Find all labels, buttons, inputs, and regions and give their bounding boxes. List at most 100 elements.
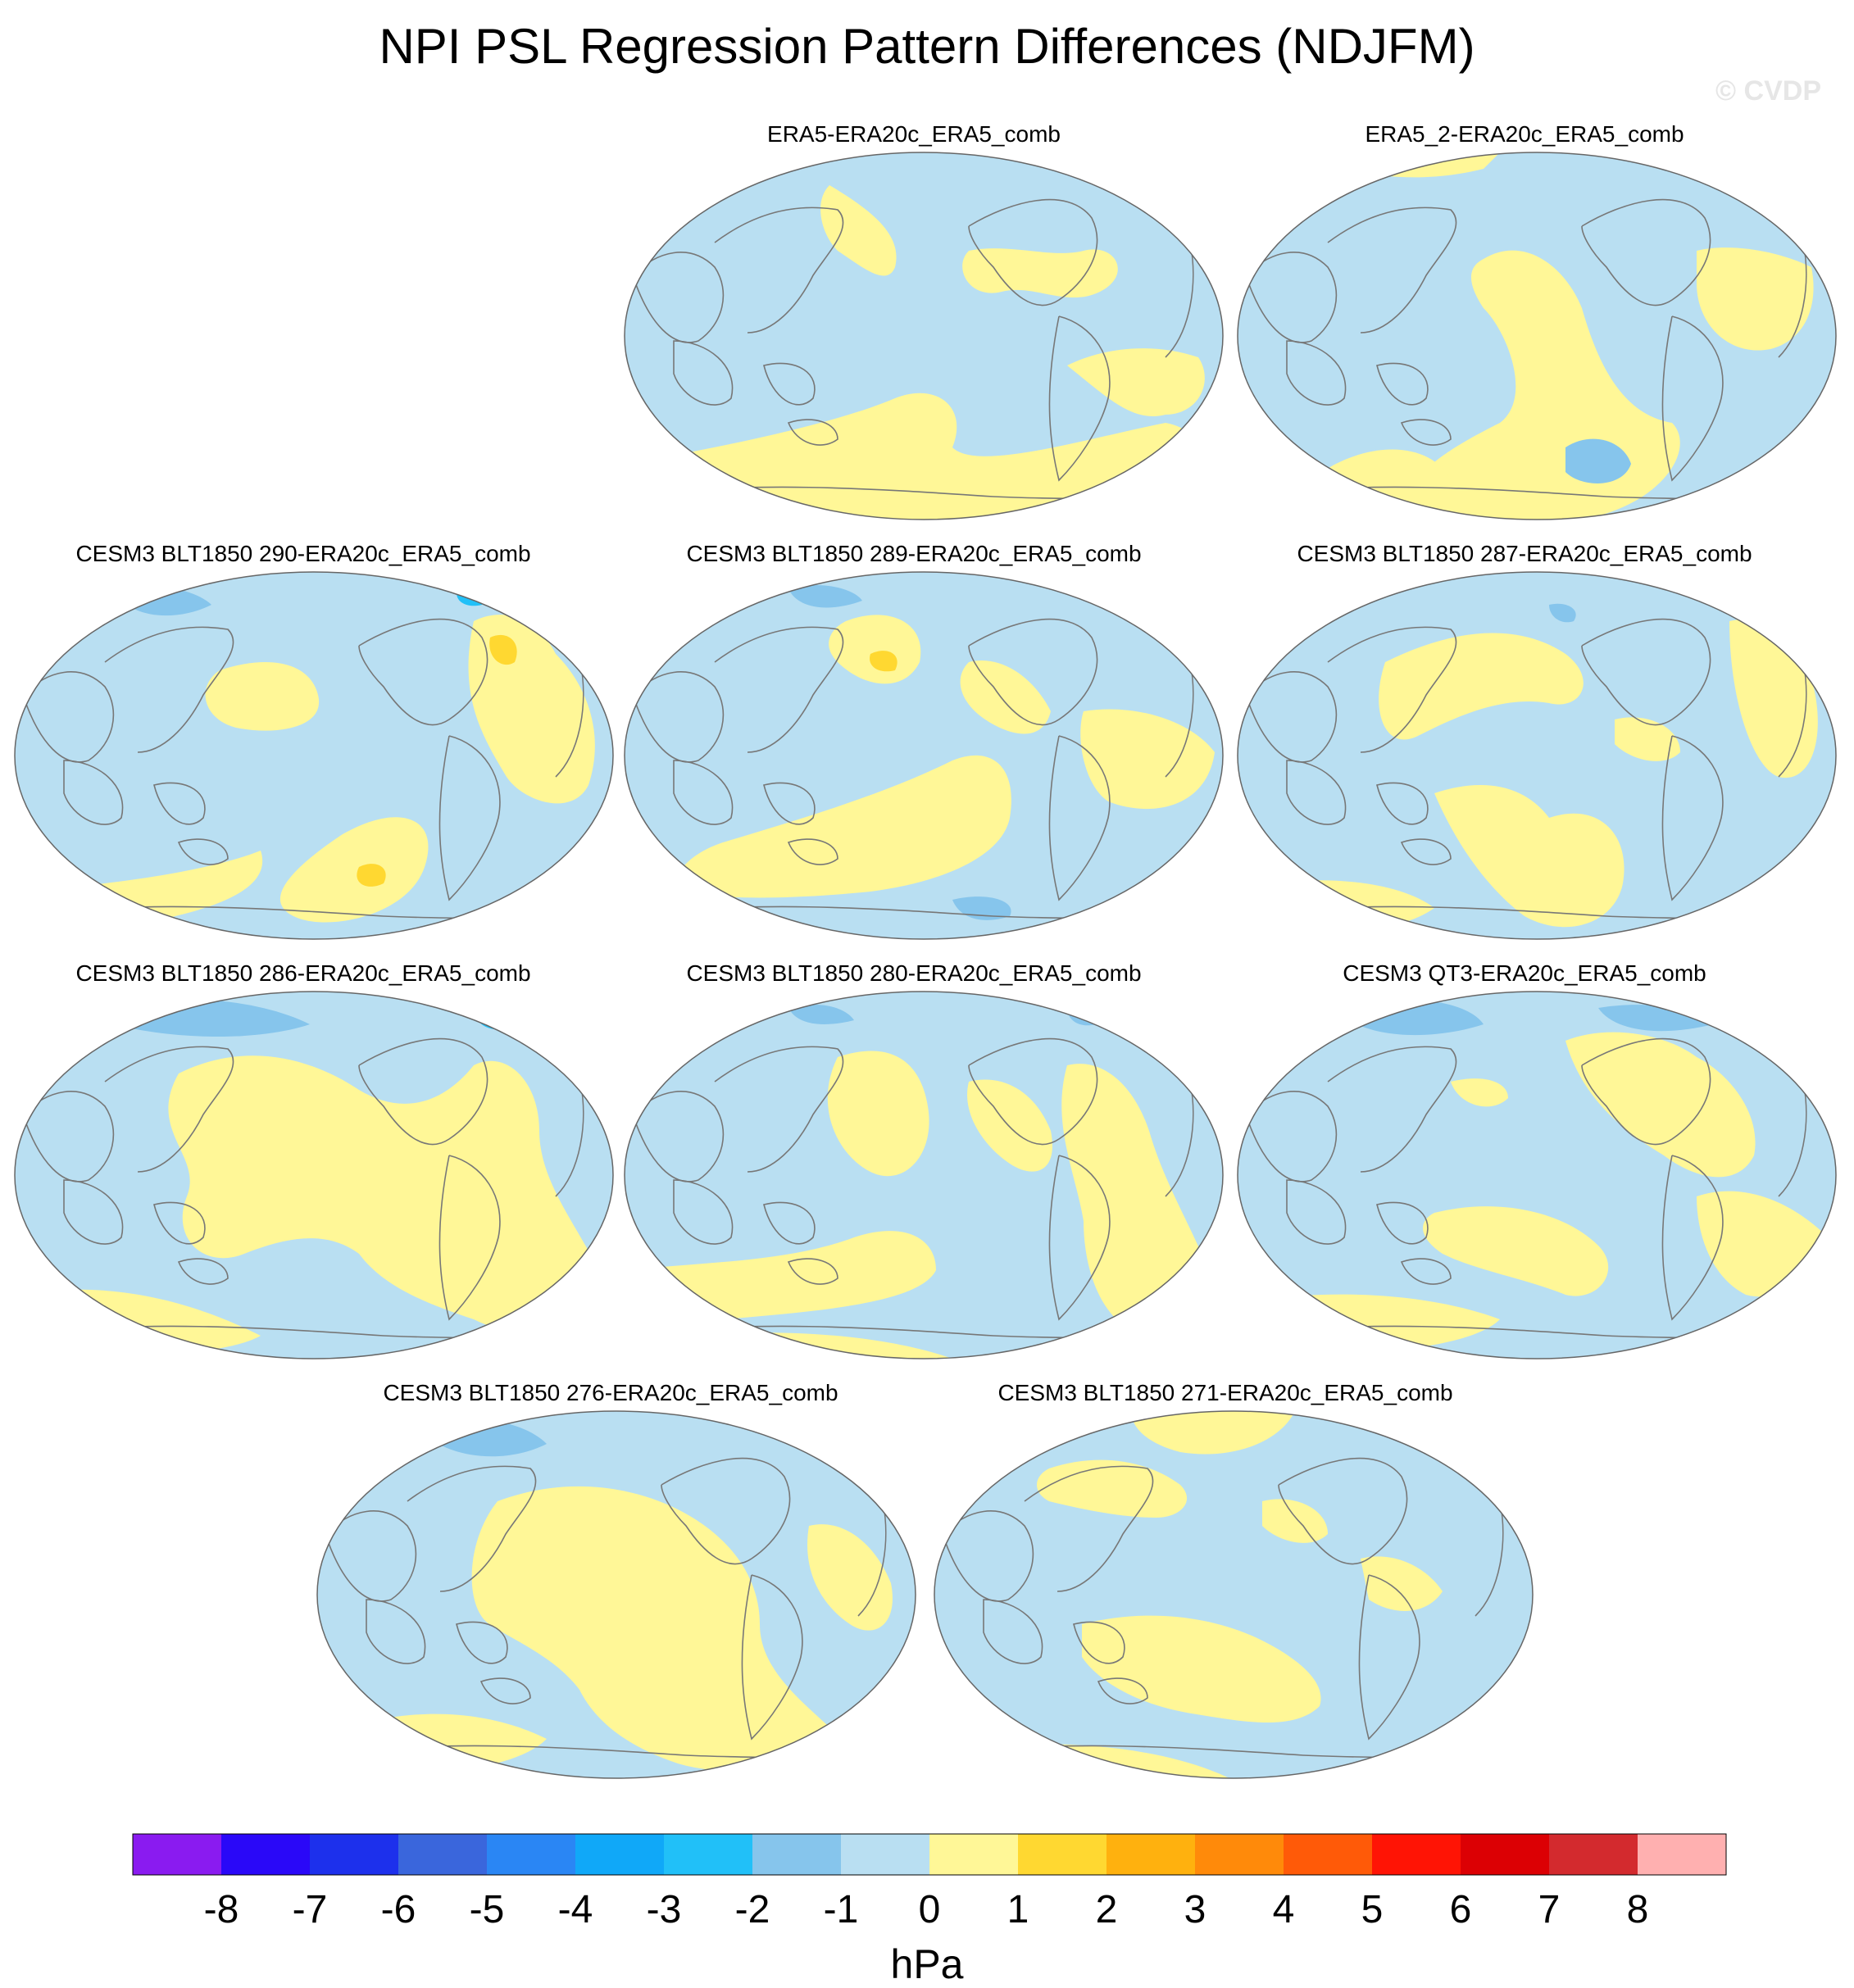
colorbar-tick-label: -5 [470,1888,505,1931]
colorbar-swatch [575,1834,664,1875]
map-background [934,1411,1533,1778]
positive-anomaly-region [1565,1032,1756,1178]
colorbar-tick-label: 6 [1450,1888,1472,1931]
coastline [1245,671,1338,763]
positive-anomaly-region [168,1055,606,1333]
panel-title: CESM3 BLT1850 271-ERA20c_ERA5_comb [997,1380,1453,1405]
colorbar-swatch [221,1834,310,1875]
colorbar-swatch [310,1834,398,1875]
coastline [741,1574,803,1741]
map-panel [624,571,1224,940]
colorbar-swatch [398,1834,487,1875]
coastline [983,1599,1043,1664]
colorbar-swatch [1638,1834,1726,1875]
colorbar-swatch [1372,1834,1461,1875]
positive-anomaly-region [489,634,517,665]
positive-anomaly-region [960,660,1051,734]
coastline [407,1465,537,1592]
positive-anomaly-region [1061,1064,1215,1333]
colorbar-swatch [664,1834,752,1875]
colorbar-swatch [841,1834,929,1875]
coastline [479,1677,531,1704]
coastline [968,198,1098,306]
map-border [624,571,1224,940]
coastline [1581,198,1711,306]
positive-anomaly-region [1423,1206,1609,1296]
coastline [22,671,115,763]
negative-anomaly-region [788,1004,854,1024]
colorbar-tick-label: -1 [824,1888,859,1931]
colorbar-tick-label: 7 [1538,1888,1561,1931]
coastline [632,252,725,343]
panel-title: ERA5-ERA20c_ERA5_comb [767,121,1061,147]
coastline [456,1621,508,1664]
coastline [968,1037,1098,1146]
coastline [1097,1677,1148,1704]
coastline [1245,252,1338,343]
colorbar-swatch [1461,1834,1549,1875]
coastline [673,340,734,406]
coastline [1376,782,1429,825]
positive-anomaly-region [674,755,1011,898]
positive-anomaly-region [1092,152,1215,176]
negative-anomaly-region [1565,438,1631,483]
positive-anomaly-region [649,152,788,178]
colorbar-tick-label: 1 [1007,1888,1029,1931]
coastline [763,362,816,406]
colorbar-tick-label: 0 [919,1888,941,1931]
colorbar-tick-label: -8 [204,1888,239,1931]
coastline [1278,1457,1408,1565]
positive-anomaly-region [1451,1078,1508,1107]
map-panel [934,1410,1534,1779]
coastline [1661,735,1724,901]
coastline [1376,362,1429,406]
coastline [1024,1465,1154,1592]
positive-anomaly-region [827,1051,929,1177]
coastline [673,1179,734,1245]
coastline [63,760,124,825]
colorbar-swatch [1549,1834,1638,1875]
map-panel [14,571,614,940]
coastline [968,618,1098,726]
coastline [787,1258,838,1285]
coastline [1048,315,1111,482]
coastline [358,618,488,726]
coastline [439,735,501,901]
coastline [1327,1046,1457,1173]
colorbar-swatch [133,1834,221,1875]
coastline [177,1258,229,1285]
colorbar-tick-label: -2 [735,1888,770,1931]
map-panel [1237,991,1837,1359]
coastline [153,1201,206,1245]
colorbar-swatch [752,1834,841,1875]
map-border [14,571,614,940]
coastline [1048,735,1111,901]
coastline [787,838,838,865]
colorbar-tick-label: -6 [381,1888,416,1931]
coastline [1073,1621,1125,1664]
positive-anomaly-region [1262,1499,1328,1543]
positive-anomaly-region [1434,785,1625,928]
coastline [1581,1037,1711,1146]
map-panel [624,152,1224,520]
coastline [1400,1258,1452,1285]
positive-anomaly-region [1131,1411,1295,1455]
positive-anomaly-region [870,651,897,672]
figure-title: NPI PSL Regression Pattern Differences (… [379,19,1475,74]
map-border [624,991,1224,1359]
coastline [22,1091,115,1182]
map-panel [1237,571,1837,940]
coastline [787,419,838,446]
panel-title: CESM3 BLT1850 290-ERA20c_ERA5_comb [75,541,531,566]
colorbar-tick-label: 4 [1273,1888,1295,1931]
map-border [14,991,614,1359]
map-background [625,152,1223,520]
coastline [1661,315,1724,482]
coastline [1286,1179,1347,1245]
coastline [714,1046,844,1173]
map-panel [1237,152,1837,520]
coastline [1048,1155,1111,1321]
coastline [1327,626,1457,753]
map-border [934,1410,1534,1779]
map-border [624,152,1224,520]
